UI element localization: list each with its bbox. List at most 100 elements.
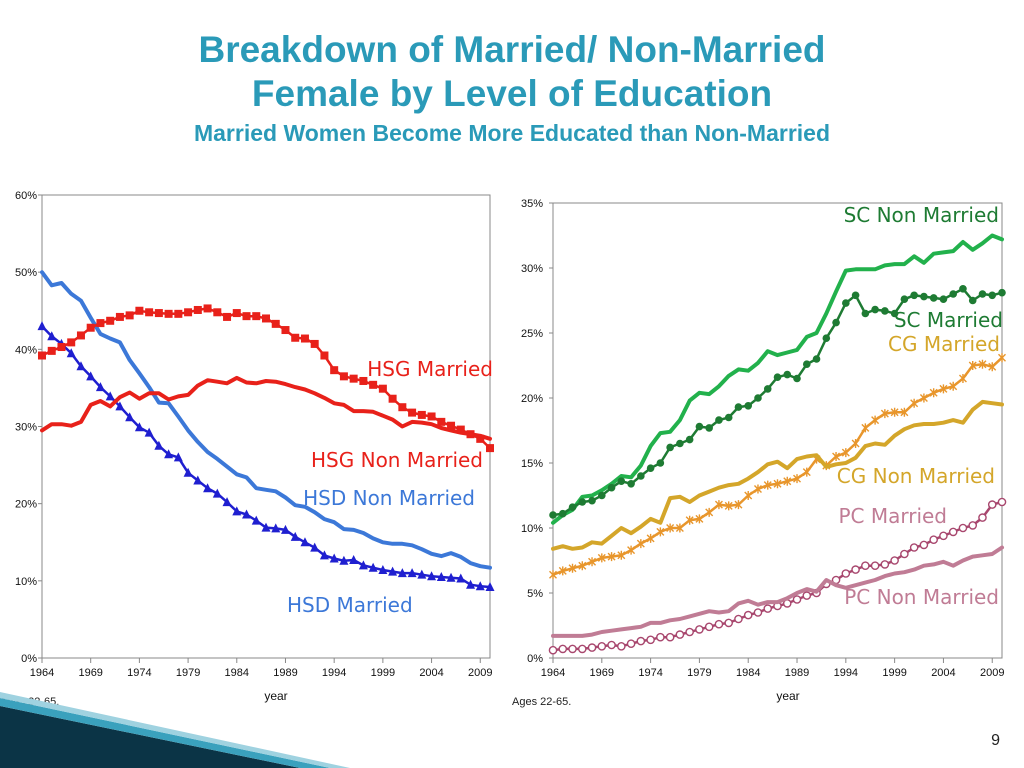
data-point-hsd-married (125, 412, 135, 422)
y-tick-label: 5% (527, 588, 543, 600)
data-point-cg-married (841, 448, 850, 458)
data-point-hsd-married (242, 509, 252, 519)
data-point-cg-married (588, 557, 597, 567)
decorative-arrow (0, 692, 350, 768)
data-point-sc-married (802, 360, 811, 369)
data-point-cg-married (627, 545, 636, 555)
y-tick-label: 25% (521, 328, 543, 340)
data-point-hsd-married (300, 537, 310, 547)
data-point-sc-married (881, 307, 889, 315)
data-point-sc-married (656, 459, 665, 467)
data-point-sc-married (578, 498, 587, 506)
data-point-sc-married (646, 464, 655, 473)
data-point-pc-married (890, 556, 899, 565)
data-point-sc-married (939, 295, 948, 304)
data-point-cg-married (685, 515, 694, 525)
slide-title-line-1: Breakdown of Married/ Non-Married (198, 29, 826, 70)
series-line-pc-non-married (551, 545, 1004, 638)
x-tick-label: 1979 (176, 667, 200, 679)
data-point-pc-married (919, 540, 929, 550)
data-point-sc-married (607, 483, 616, 492)
data-point-pc-married (548, 645, 558, 655)
data-point-hsg-married (223, 312, 232, 321)
data-point-hsd-married (86, 371, 96, 381)
data-point-hsg-married (145, 308, 154, 317)
data-point-cg-married (929, 388, 938, 398)
data-point-sc-married (715, 416, 723, 424)
data-point-cg-married (558, 566, 567, 576)
data-point-cg-married (958, 374, 967, 383)
data-point-hsg-married (437, 417, 446, 426)
data-point-cg-married (968, 361, 977, 370)
data-point-sc-married (676, 439, 684, 448)
data-point-hsd-married (271, 523, 281, 533)
series-line-cg-non-married (551, 399, 1004, 551)
data-point-hsd-married (436, 571, 446, 581)
y-tick-label: 10% (521, 523, 543, 535)
data-point-hsd-married (261, 522, 271, 532)
data-point-sc-married (705, 424, 713, 432)
x-tick-label: 1974 (638, 667, 662, 679)
series-line-sc-non-married (551, 233, 1004, 525)
data-point-hsg-married (476, 434, 485, 443)
data-point-cg-married (549, 570, 557, 580)
data-point-pc-married (626, 639, 636, 649)
data-point-pc-married (939, 531, 948, 541)
data-point-pc-married (880, 560, 890, 569)
y-tick-label: 0% (21, 653, 37, 665)
data-point-pc-married (685, 627, 694, 637)
data-point-hsg-married (154, 309, 163, 318)
data-point-pc-married (968, 521, 978, 530)
data-point-hsd-married (310, 542, 320, 552)
data-point-hsd-married (358, 560, 368, 570)
x-tick-label: 1989 (273, 667, 297, 679)
data-point-sc-married (637, 472, 645, 480)
data-point-hsd-married (466, 579, 476, 589)
data-point-hsd-married (183, 467, 193, 477)
y-tick-label: 10% (15, 576, 37, 588)
data-point-cg-married (636, 539, 645, 549)
data-point-cg-married (998, 353, 1006, 363)
x-tick-label: 1999 (882, 667, 906, 679)
data-point-sc-married (890, 309, 899, 318)
data-point-sc-married (617, 477, 626, 486)
data-point-cg-married (744, 491, 753, 500)
data-point-cg-married (793, 474, 802, 484)
data-point-sc-married (744, 402, 753, 410)
data-point-hsg-married (388, 394, 397, 403)
data-point-sc-married (695, 422, 704, 431)
y-tick-label: 50% (15, 267, 37, 279)
data-point-hsd-married (290, 531, 300, 541)
y-tick-label: 0% (527, 653, 543, 665)
data-point-hsg-married (349, 374, 358, 383)
data-point-sc-married (929, 294, 938, 302)
data-point-cg-married (949, 381, 958, 391)
data-point-pc-married (607, 640, 616, 650)
data-point-pc-married (704, 622, 714, 632)
data-point-hsd-married (319, 550, 329, 560)
data-point-hsd-married (193, 475, 203, 485)
x-tick-label: 1969 (78, 667, 102, 679)
data-point-hsd-married (66, 348, 76, 358)
data-point-hsd-married (280, 524, 290, 534)
data-point-hsg-married (378, 384, 387, 393)
data-point-sc-married (968, 296, 977, 305)
data-point-pc-married (675, 630, 685, 639)
data-point-hsd-married (212, 488, 222, 498)
data-point-cg-married (724, 501, 733, 511)
data-point-hsg-married (106, 316, 115, 325)
data-point-hsg-married (242, 312, 251, 321)
series-label-cg-married: CG Married (888, 332, 1000, 356)
data-point-pc-married (714, 619, 724, 629)
data-point-cg-married (753, 484, 762, 494)
y-tick-label: 60% (15, 190, 37, 202)
y-tick-label: 35% (521, 198, 543, 210)
data-point-hsd-married (47, 331, 57, 341)
x-tick-label: 1994 (322, 667, 346, 679)
data-point-cg-married (832, 452, 841, 461)
data-point-hsg-married (164, 309, 173, 318)
data-point-sc-married (558, 509, 567, 518)
data-point-cg-married (861, 423, 870, 433)
data-point-hsd-married (329, 553, 339, 563)
data-point-pc-married (646, 635, 655, 645)
